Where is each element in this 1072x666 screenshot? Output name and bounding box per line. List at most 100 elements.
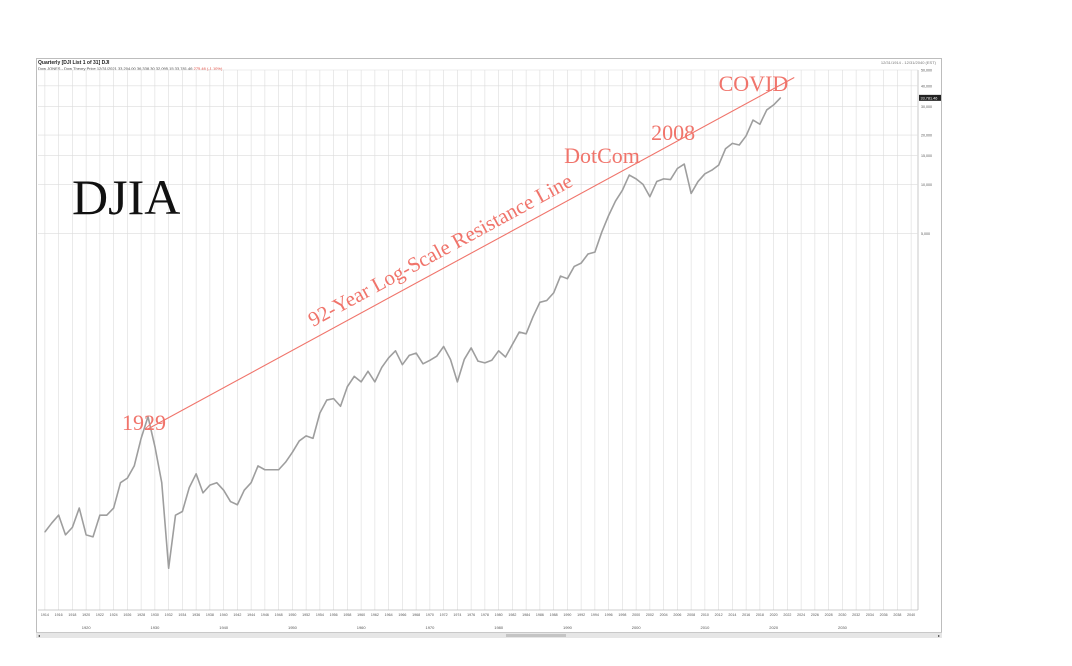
price-point — [284, 461, 287, 463]
price-point — [64, 534, 67, 536]
x-tick-label: 2004 — [660, 613, 668, 617]
x-major-label: 2020 — [769, 625, 779, 630]
price-point — [229, 500, 232, 503]
x-tick-label: 1914 — [41, 613, 49, 617]
x-tick-label: 1990 — [563, 613, 571, 617]
annotation-1929: 1929 — [122, 410, 166, 435]
price-point — [223, 489, 225, 491]
price-point — [669, 178, 672, 181]
price-point — [298, 440, 300, 442]
price-point — [408, 354, 410, 357]
price-point — [553, 292, 555, 294]
x-tick-label: 1998 — [618, 613, 626, 617]
x-tick-label: 1992 — [577, 613, 585, 617]
price-point — [92, 536, 94, 538]
x-tick-label: 1964 — [385, 613, 393, 617]
price-point — [470, 347, 472, 349]
price-point — [738, 144, 740, 146]
price-point — [209, 484, 211, 486]
x-tick-label: 1962 — [371, 613, 379, 617]
x-tick-label: 1938 — [206, 613, 214, 617]
price-point — [546, 299, 548, 302]
chart-header-title: Quarterly [DJI List 1 of 31] DJI — [38, 60, 110, 66]
price-point — [133, 465, 135, 467]
x-tick-label: 2018 — [756, 613, 764, 617]
resistance-trendline — [147, 77, 795, 430]
price-point — [195, 473, 197, 475]
y-tick-label: 20,000 — [921, 134, 932, 138]
last-value-badge — [919, 94, 941, 101]
price-point — [656, 180, 658, 183]
price-point — [44, 531, 46, 533]
trend-layer — [147, 77, 795, 430]
x-tick-label: 1924 — [110, 613, 118, 617]
scroll-left-arrow-icon[interactable]: ◂ — [37, 633, 40, 638]
price-point — [504, 356, 507, 358]
x-major-label: 2000 — [632, 625, 642, 630]
price-point — [381, 366, 383, 369]
chart-header-legend: Dow JONES - Dow Theory Price 12/31/2021 … — [38, 66, 222, 71]
price-point — [621, 189, 623, 191]
x-tick-label: 2000 — [632, 613, 640, 617]
price-point — [614, 200, 617, 202]
price-point — [374, 381, 376, 383]
price-point — [532, 316, 534, 318]
x-tick-label: 1974 — [453, 613, 461, 617]
price-point — [339, 405, 342, 407]
scroll-thumb[interactable] — [506, 634, 566, 637]
x-tick-label: 1980 — [495, 613, 503, 617]
price-point — [773, 104, 775, 106]
price-point — [449, 358, 452, 361]
x-major-label: 1940 — [219, 625, 229, 630]
price-point — [731, 142, 733, 144]
x-tick-label: 2024 — [797, 613, 805, 617]
annotation-covid: COVID — [719, 71, 789, 96]
price-point — [168, 567, 170, 569]
x-tick-label: 1972 — [440, 613, 448, 617]
price-point — [181, 510, 183, 513]
price-point — [718, 164, 720, 166]
price-point — [518, 331, 520, 333]
price-point — [99, 514, 101, 516]
x-tick-label: 1982 — [508, 613, 516, 617]
price-point — [443, 345, 445, 348]
x-tick-label: 1994 — [591, 613, 599, 617]
x-tick-label: 2038 — [893, 613, 901, 617]
x-major-label: 1920 — [82, 625, 92, 630]
price-point — [566, 278, 568, 280]
price-point — [511, 343, 513, 346]
x-tick-label: 2032 — [852, 613, 860, 617]
x-tick-label: 1970 — [426, 613, 434, 617]
x-tick-label: 2006 — [673, 613, 681, 617]
price-point — [174, 514, 177, 516]
price-point — [202, 492, 204, 494]
x-tick-label: 1956 — [330, 613, 338, 617]
price-point — [161, 482, 163, 484]
price-point — [676, 167, 678, 170]
price-point — [216, 482, 218, 484]
time-scrollbar[interactable]: ◂ ▸ — [36, 632, 942, 638]
price-point — [264, 469, 266, 471]
legend-text: Dow JONES - Dow Theory Price 12/31/2021 … — [38, 66, 193, 71]
price-point — [436, 355, 438, 357]
price-point — [463, 358, 465, 361]
price-point — [326, 399, 328, 401]
x-tick-label: 1944 — [247, 613, 255, 617]
price-point — [690, 192, 692, 195]
y-tick-label: 15,000 — [921, 154, 932, 158]
x-tick-label: 2012 — [715, 613, 723, 617]
price-point — [759, 123, 761, 125]
last-value-label: 33,781.46 — [921, 96, 938, 100]
x-tick-label: 2040 — [907, 613, 915, 617]
price-point — [333, 398, 335, 400]
x-major-label: 1980 — [494, 625, 504, 630]
price-point — [683, 163, 685, 165]
x-tick-label: 2002 — [646, 613, 654, 617]
price-point — [642, 183, 644, 185]
price-point — [388, 357, 390, 359]
y-tick-label: 30,000 — [921, 105, 932, 109]
price-point — [346, 386, 348, 388]
scroll-right-arrow-icon[interactable]: ▸ — [937, 633, 940, 638]
price-point — [498, 350, 500, 352]
price-point — [608, 214, 610, 217]
